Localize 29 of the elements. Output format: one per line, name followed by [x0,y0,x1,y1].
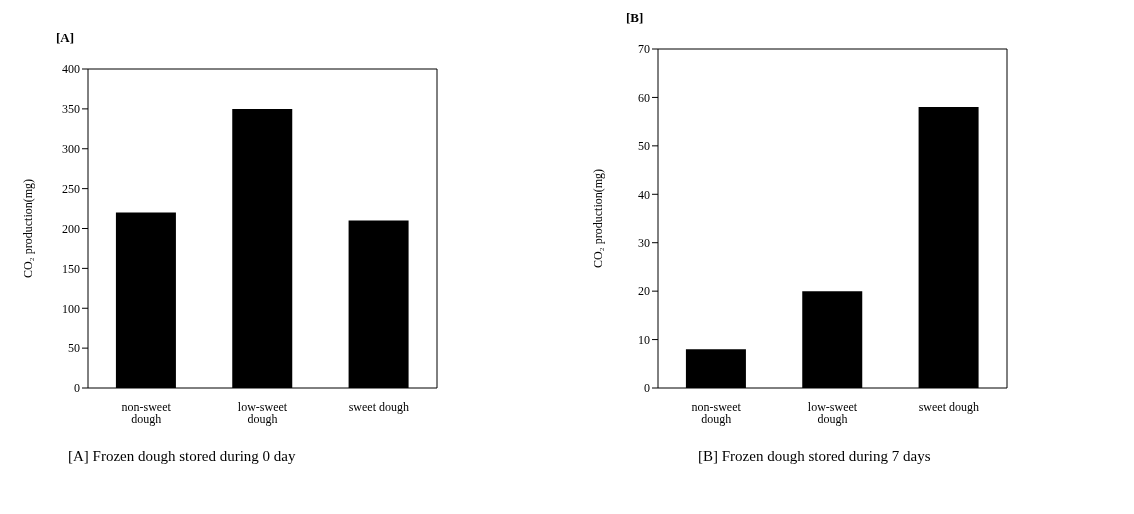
y-tick-label: 70 [638,42,650,57]
chart-title: [A] [56,30,75,46]
x-tick-label: low-sweet dough [807,399,858,426]
y-tick-label: 100 [62,301,80,316]
y-tick-label: 400 [62,62,80,77]
y-axis-title: CO₂ production(mg) [591,168,606,269]
y-tick-label: 300 [62,142,80,157]
text: [A] Frozen dough stored during 0 day [68,448,296,465]
y-tick-label: 350 [62,102,80,117]
y-tick-label: 60 [638,90,650,105]
text: [B] Frozen dough stored during 7 days [698,448,931,465]
x-tick-label: non-sweet dough [121,399,172,426]
y-tick-label: 30 [638,235,650,250]
x-tick-label: sweet dough [348,399,409,414]
y-tick-label: 50 [638,139,650,154]
y-tick-label: 0 [644,381,650,396]
y-tick-label: 0 [74,381,80,396]
chart-title: [B] [626,10,644,26]
x-tick-label: low-sweet dough [237,399,288,426]
y-tick-label: 40 [638,187,650,202]
y-tick-label: 50 [68,341,80,356]
y-tick-label: 250 [62,181,80,196]
y-axis-title: CO₂ production(mg) [21,178,36,279]
y-tick-label: 10 [638,332,650,347]
y-tick-label: 150 [62,261,80,276]
y-tick-label: 200 [62,221,80,236]
x-tick-label: non-sweet dough [691,399,742,426]
y-tick-label: 20 [638,284,650,299]
x-tick-label: sweet dough [918,399,979,414]
